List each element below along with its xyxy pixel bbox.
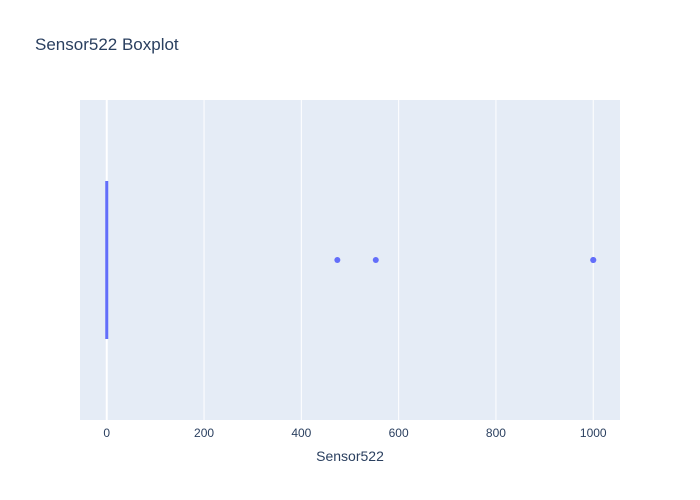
x-tick-label-200: 200	[194, 426, 214, 440]
outlier-point-1[interactable]	[372, 257, 379, 263]
x-tick-label-1000: 1000	[580, 426, 607, 440]
x-tick-label-800: 800	[486, 426, 506, 440]
outlier-point-3[interactable]	[590, 257, 597, 263]
x-tick-label-600: 600	[389, 426, 409, 440]
x-axis-title: Sensor522	[316, 448, 384, 464]
x-tick-label-400: 400	[291, 426, 311, 440]
plot-area	[80, 100, 620, 420]
chart-title: Sensor522 Boxplot	[35, 35, 179, 54]
x-axis-ticks: 0 200 400 600 800 1000	[103, 426, 607, 440]
outlier-points	[334, 257, 597, 263]
x-tick-label-0: 0	[103, 426, 110, 440]
outlier-point-0[interactable]	[334, 257, 341, 263]
box-trace	[105, 181, 109, 339]
